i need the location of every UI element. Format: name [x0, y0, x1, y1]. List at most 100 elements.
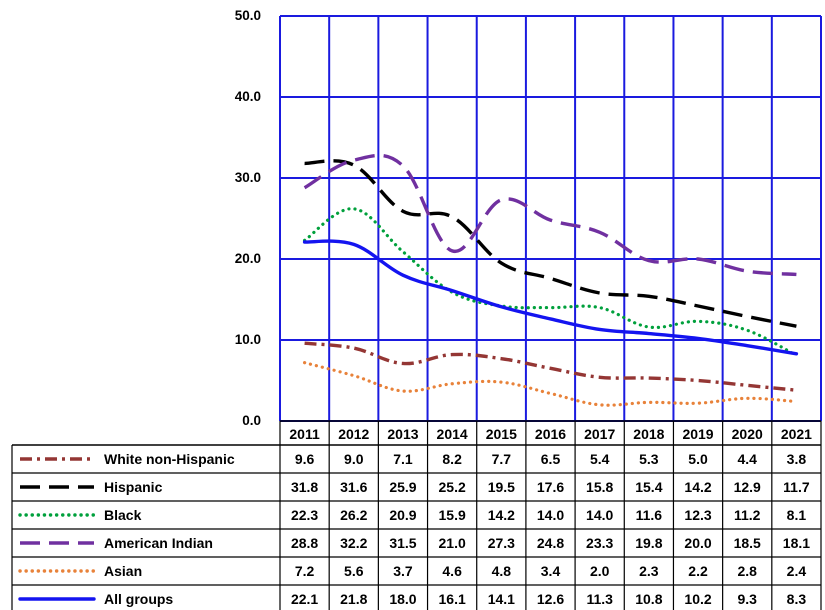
- data-label: 11.3: [586, 591, 613, 607]
- series-line-4: [303, 153, 797, 277]
- y-tick-label: 30.0: [235, 170, 261, 185]
- legend-label: Black: [104, 507, 142, 523]
- data-label: 21.0: [439, 535, 466, 551]
- data-label: 4.4: [737, 451, 757, 467]
- data-label: 4.6: [442, 563, 462, 579]
- data-label: 18.0: [389, 591, 416, 607]
- series-layer: [302, 153, 799, 407]
- data-label: 9.3: [737, 591, 757, 607]
- data-label: 15.9: [439, 507, 466, 523]
- legend-label: Asian: [104, 563, 142, 579]
- data-label: 25.9: [389, 479, 416, 495]
- data-label: 10.2: [684, 591, 711, 607]
- data-label: 11.6: [636, 507, 663, 523]
- data-label: 25.2: [439, 479, 466, 495]
- data-label: 31.5: [389, 535, 416, 551]
- data-label: 15.8: [586, 479, 613, 495]
- data-label: 18.1: [783, 535, 810, 551]
- data-label: 9.6: [295, 451, 315, 467]
- x-tick-label: 2011: [289, 426, 320, 442]
- data-label: 12.3: [684, 507, 711, 523]
- data-label: 5.0: [688, 451, 708, 467]
- data-label: 5.4: [590, 451, 610, 467]
- data-label: 14.0: [537, 507, 564, 523]
- data-label: 12.6: [537, 591, 564, 607]
- x-tick-label: 2017: [584, 426, 615, 442]
- grid-layer: [279, 15, 822, 422]
- x-tick-label: 2018: [633, 426, 664, 442]
- data-label: 8.1: [787, 507, 807, 523]
- data-label: 3.4: [541, 563, 561, 579]
- data-label: 3.8: [787, 451, 807, 467]
- data-label: 11.2: [734, 507, 761, 523]
- data-label: 23.3: [586, 535, 613, 551]
- legend-label: American Indian: [104, 535, 213, 551]
- data-label: 26.2: [340, 507, 367, 523]
- data-label: 2.0: [590, 563, 610, 579]
- series-line-1: [304, 341, 797, 392]
- data-label: 7.2: [295, 563, 315, 579]
- data-label: 10.8: [635, 591, 662, 607]
- data-table: 2011 2012 2013 2014 2015 2016 2017 2018 2019 2020…: [11, 420, 822, 610]
- data-label: 8.2: [442, 451, 462, 467]
- data-label: 7.1: [393, 451, 413, 467]
- y-tick-label: 20.0: [235, 251, 261, 266]
- data-label: 20.0: [684, 535, 711, 551]
- data-label: 2.4: [787, 563, 807, 579]
- x-tick-label: 2013: [387, 426, 418, 442]
- x-tick-label: 2020: [732, 426, 763, 442]
- y-tick-label: 50.0: [235, 8, 261, 23]
- x-tick-label: 2019: [682, 426, 713, 442]
- x-tick-label: 2014: [437, 426, 468, 442]
- data-label: 2.2: [688, 563, 708, 579]
- x-tick-label: 2021: [781, 426, 812, 442]
- data-label: 4.8: [492, 563, 512, 579]
- data-label: 22.1: [291, 591, 318, 607]
- y-axis-ticks: 0.0 10.0 20.0 30.0 40.0 50.0: [235, 8, 261, 428]
- data-label: 22.3: [291, 507, 318, 523]
- y-tick-label: 40.0: [235, 89, 261, 104]
- data-label: 9.0: [344, 451, 364, 467]
- data-label: 14.0: [586, 507, 613, 523]
- data-label: 12.9: [734, 479, 761, 495]
- data-label: 28.8: [291, 535, 318, 551]
- legend-label: Hispanic: [104, 479, 163, 495]
- data-label: 7.7: [492, 451, 512, 467]
- data-label: 6.5: [541, 451, 561, 467]
- data-label: 27.3: [488, 535, 515, 551]
- data-label: 5.3: [639, 451, 659, 467]
- data-label: 17.6: [537, 479, 564, 495]
- data-label: 5.6: [344, 563, 364, 579]
- data-label: 16.1: [439, 591, 466, 607]
- x-tick-label: 2012: [338, 426, 369, 442]
- data-label: 2.8: [737, 563, 757, 579]
- series-line-6: [302, 239, 799, 356]
- data-label: 32.2: [340, 535, 367, 551]
- data-label: 14.2: [684, 479, 711, 495]
- series-line-2: [304, 159, 797, 328]
- legend-label: White non-Hispanic: [104, 451, 235, 467]
- data-label: 8.3: [787, 591, 807, 607]
- data-label: 31.8: [291, 479, 318, 495]
- x-tick-label: 2016: [535, 426, 566, 442]
- data-label: 18.5: [734, 535, 761, 551]
- data-label: 21.8: [340, 591, 367, 607]
- data-label: 2.3: [639, 563, 659, 579]
- data-label: 24.8: [537, 535, 564, 551]
- series-line-5: [302, 361, 799, 407]
- legend-label: All groups: [104, 591, 173, 607]
- data-label: 11.7: [783, 479, 810, 495]
- data-label: 14.1: [488, 591, 515, 607]
- data-label: 14.2: [488, 507, 515, 523]
- series-line-3: [302, 207, 799, 357]
- data-label: 3.7: [393, 563, 413, 579]
- data-label: 15.4: [635, 479, 662, 495]
- data-label: 19.5: [488, 479, 515, 495]
- data-label: 31.6: [340, 479, 367, 495]
- y-tick-label: 0.0: [242, 413, 261, 428]
- y-tick-label: 10.0: [235, 332, 261, 347]
- data-label: 20.9: [389, 507, 416, 523]
- x-tick-label: 2015: [486, 426, 517, 442]
